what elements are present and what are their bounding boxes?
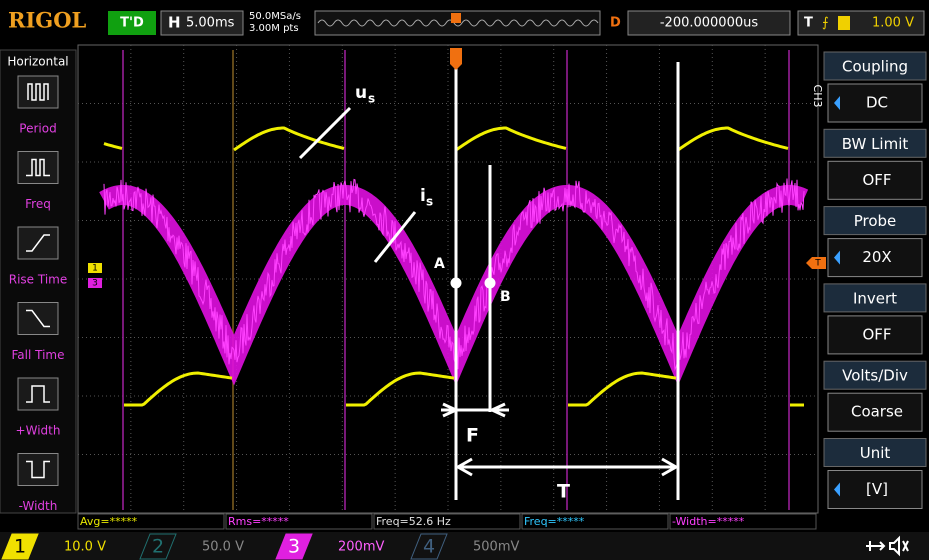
overview-trigger — [451, 13, 461, 23]
a-label: A — [434, 256, 445, 272]
menu-value[interactable]: OFF — [862, 171, 891, 189]
sample-rate: 50.0MSa/s — [249, 11, 301, 22]
b-label: B — [500, 289, 511, 305]
logo: RIGOL — [8, 8, 87, 33]
channel-tag: CH3 — [811, 85, 824, 108]
menu-title: BW Limit — [842, 135, 909, 153]
measurement: -Width=***** — [672, 515, 745, 528]
measurement: Freq=***** — [524, 515, 585, 528]
trigger-source — [838, 16, 850, 30]
channel-number: 2 — [152, 536, 164, 558]
left-menu: Horizontal Period Freq Rise Time Fall Time +… — [0, 50, 76, 513]
menu-title: Volts/Div — [842, 367, 908, 385]
measurement: Avg=***** — [80, 515, 138, 528]
header: RIGOL T'D H 5.00ms 50.0MSa/s 3.00M pts D… — [8, 8, 924, 36]
u-label: u — [355, 83, 367, 103]
delay: -200.000000us — [660, 16, 759, 31]
menu-value[interactable]: Coarse — [851, 403, 903, 421]
left-menu-title: Horizontal — [7, 55, 68, 69]
menu-value[interactable]: [V] — [866, 480, 888, 498]
trigger-edge: ⨍ — [822, 16, 829, 31]
menu-icon-box[interactable] — [18, 76, 58, 108]
menu-title: Probe — [854, 212, 897, 230]
channel-bar-bg — [0, 532, 929, 560]
i-label: i — [420, 186, 426, 206]
ch3-marker-label: 3 — [92, 279, 98, 289]
memory-depth: 3.00M pts — [249, 23, 299, 34]
menu-item-label[interactable]: -Width — [19, 499, 58, 513]
menu-value[interactable]: DC — [866, 94, 888, 112]
trigger-label: T — [804, 16, 813, 31]
menu-title: Invert — [853, 289, 897, 307]
point-a — [451, 278, 461, 288]
menu-title: Coupling — [842, 58, 908, 76]
u-subscript: s — [368, 92, 375, 106]
channel-scale: 10.0 V — [64, 540, 106, 555]
t-label: T — [557, 481, 570, 503]
menu-icon-box[interactable] — [18, 378, 58, 410]
channel-scale: 500mV — [473, 540, 519, 555]
timebase: 5.00ms — [186, 16, 235, 31]
point-b — [485, 278, 495, 288]
run-status: T'D — [120, 16, 144, 31]
timebase-label: H — [168, 14, 181, 32]
delay-label: D — [610, 16, 621, 31]
channel-bar: 1 10.0 V 2 50.0 V 3 200mV 4 500mV — [0, 532, 929, 560]
menu-item-label[interactable]: +Width — [16, 424, 61, 438]
menu-value[interactable]: 20X — [862, 248, 891, 266]
measurement: Rms=***** — [228, 515, 289, 528]
channel-number: 3 — [288, 536, 300, 558]
menu-icon-box[interactable] — [18, 454, 58, 486]
menu-item-label[interactable]: Fall Time — [11, 348, 64, 362]
f-label: F — [466, 425, 479, 447]
measurement: Freq=52.6 Hz — [376, 515, 451, 528]
menu-item-label[interactable]: Rise Time — [9, 273, 68, 287]
menu-item-label[interactable]: Freq — [25, 197, 51, 211]
menu-item-label[interactable]: Period — [19, 122, 56, 136]
menu-value[interactable]: OFF — [862, 325, 891, 343]
trigger-level: 1.00 V — [872, 16, 914, 31]
channel-number: 1 — [14, 536, 26, 558]
oscilloscope-screen: RIGOL T'D H 5.00ms 50.0MSa/s 3.00M pts D… — [0, 0, 929, 560]
ch1-marker-label: 1 — [92, 264, 98, 274]
menu-icon-box[interactable] — [18, 152, 58, 184]
channel-number: 4 — [423, 536, 435, 558]
measurement-bar: Avg=***** Rms=***** Freq=52.6 Hz Freq=*****… — [78, 514, 816, 529]
menu-title: Unit — [860, 444, 891, 462]
i-subscript: s — [426, 195, 433, 209]
channel-scale: 50.0 V — [202, 540, 244, 555]
trigger-marker-label: T — [814, 259, 821, 269]
channel-scale: 200mV — [338, 540, 384, 555]
